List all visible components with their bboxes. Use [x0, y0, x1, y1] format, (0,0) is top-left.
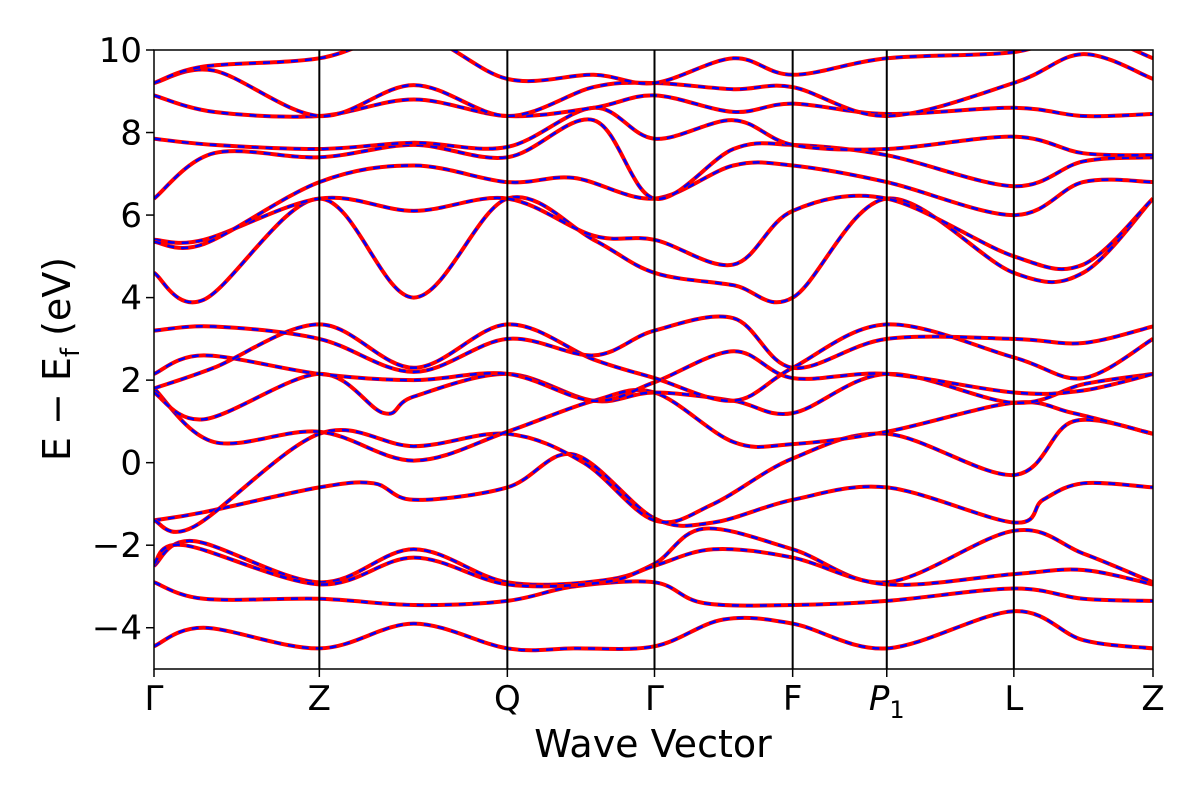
band-4-dashed	[154, 543, 1153, 588]
y-tick-label: 6	[120, 196, 142, 236]
y-tick-label: −2	[92, 526, 142, 566]
y-axis-title-main: E − E	[35, 357, 79, 461]
x-tick-label: P1	[869, 679, 905, 724]
y-tick-label: 2	[120, 361, 142, 401]
x-tick-label-main: L	[1004, 679, 1023, 719]
x-axis-title: Wave Vector	[534, 722, 772, 766]
x-tick-label-main: Q	[494, 679, 521, 719]
x-tick-label: Γ	[645, 679, 664, 719]
y-axis-title-unit: (eV)	[35, 257, 79, 348]
y-tick-label: 4	[120, 279, 142, 319]
x-tick-label-main: P	[869, 679, 890, 719]
x-tick-label-main: Z	[308, 679, 331, 719]
x-axis: Γ Z Q Γ F P1 L Z	[145, 669, 1165, 724]
y-tick-label: 10	[99, 31, 142, 71]
x-tick-label: F	[783, 679, 803, 719]
plot-frame	[153, 49, 1154, 670]
y-tick-label: −4	[92, 609, 142, 649]
y-axis-title-subscript: f	[56, 347, 86, 357]
x-tick-label-main: Γ	[145, 679, 164, 719]
y-axis: −4 −2 0 2 4 6 8 10	[92, 31, 154, 649]
x-tick-label: Γ	[145, 679, 164, 719]
high-symmetry-lines	[318, 50, 1015, 669]
x-tick-label: Z	[1141, 679, 1164, 719]
x-tick-label: Z	[308, 679, 331, 719]
x-tick-label-subscript: 1	[889, 696, 904, 724]
y-tick-label: 8	[120, 114, 142, 154]
x-tick-label-main: Z	[1141, 679, 1164, 719]
x-tick-label-main: Γ	[645, 679, 664, 719]
y-tick-label: 0	[120, 444, 142, 484]
x-tick-label-main: F	[783, 679, 803, 719]
x-tick-label: L	[1004, 679, 1023, 719]
y-axis-title: E − Ef (eV)	[35, 257, 86, 461]
x-tick-label: Q	[494, 679, 521, 719]
